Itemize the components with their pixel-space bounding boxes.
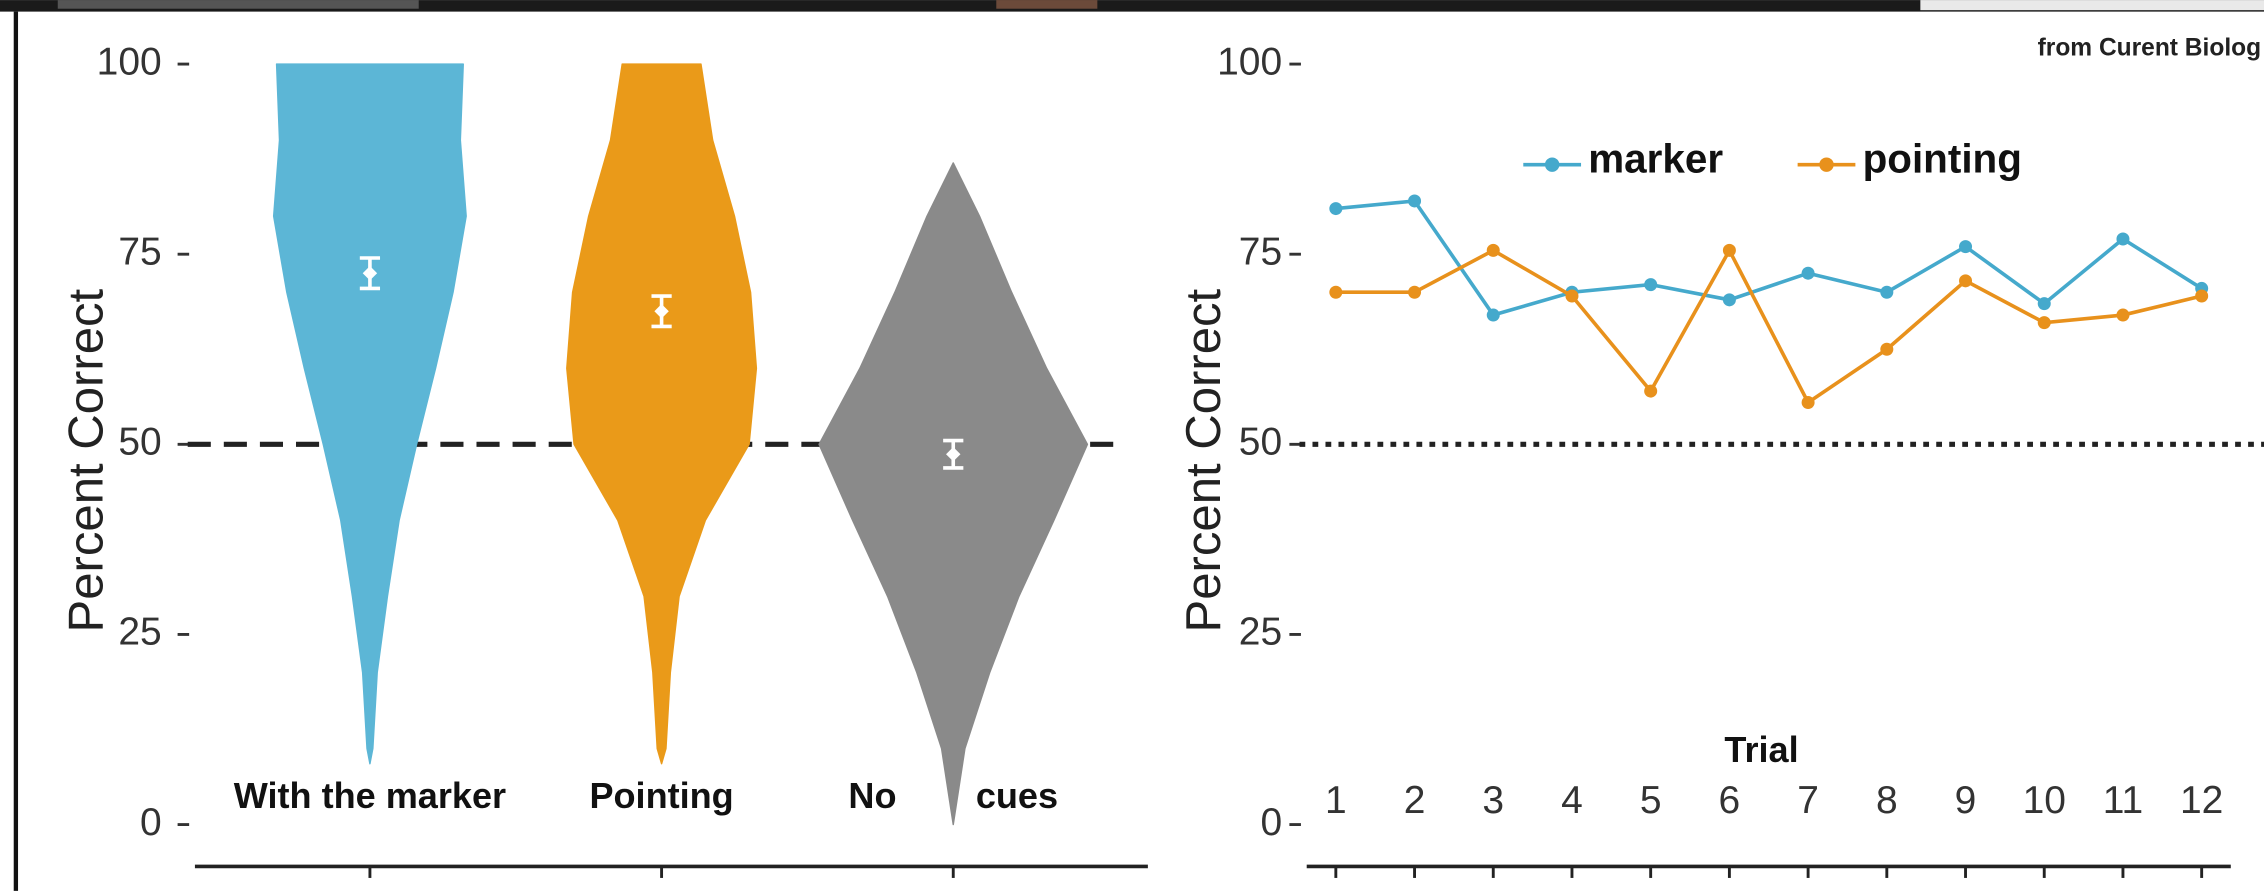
series-point bbox=[2038, 316, 2051, 329]
y-tick-label: 75 bbox=[1239, 230, 1282, 273]
y-tick-label: 75 bbox=[118, 230, 161, 273]
y-axis-title: Percent Correct bbox=[59, 288, 113, 632]
x-category-label: No cues bbox=[848, 775, 1058, 816]
series-point bbox=[1565, 290, 1578, 303]
series-point bbox=[2195, 290, 2208, 303]
x-tick-label: 4 bbox=[1561, 779, 1583, 822]
series-point bbox=[1329, 202, 1342, 215]
y-tick-label: 100 bbox=[1217, 40, 1282, 83]
x-tick-label: 11 bbox=[2103, 779, 2143, 822]
x-tick-label: 12 bbox=[2180, 779, 2223, 822]
series-point bbox=[2116, 232, 2129, 245]
top-strip-thumb bbox=[58, 0, 419, 9]
series-point bbox=[2116, 309, 2129, 322]
y-tick-label: 25 bbox=[118, 611, 161, 654]
x-tick-label: 8 bbox=[1876, 779, 1898, 822]
x-tick-label: 5 bbox=[1640, 779, 1662, 822]
series-point bbox=[1880, 286, 1893, 299]
x-tick-label: 2 bbox=[1404, 779, 1426, 822]
x-tick-label: 1 bbox=[1325, 779, 1347, 822]
x-category-label: With the marker bbox=[234, 775, 506, 816]
y-axis-title: Percent Correct bbox=[1177, 288, 1231, 632]
legend-symbol-point bbox=[1819, 157, 1833, 171]
y-tick-label: 100 bbox=[97, 40, 162, 83]
x-tick-label: 7 bbox=[1797, 779, 1819, 822]
screenshot: 0255075100Percent CorrectWith the marker… bbox=[0, 0, 2264, 891]
series-point bbox=[1408, 286, 1421, 299]
x-tick-label: 10 bbox=[2023, 779, 2066, 822]
series-point bbox=[2038, 297, 2051, 310]
series-point bbox=[1723, 244, 1736, 257]
series-point bbox=[1644, 278, 1657, 291]
x-tick-label: 9 bbox=[1955, 779, 1977, 822]
top-strip-thumb bbox=[1920, 0, 2264, 10]
series-point bbox=[1802, 396, 1815, 409]
legend-symbol-point bbox=[1545, 157, 1559, 171]
series-point bbox=[1329, 286, 1342, 299]
series-point bbox=[1487, 309, 1500, 322]
y-tick-label: 25 bbox=[1239, 611, 1282, 654]
series-point bbox=[1723, 293, 1736, 306]
x-axis-title: Trial bbox=[1724, 729, 1798, 770]
series-point bbox=[1487, 244, 1500, 257]
series-point bbox=[1959, 240, 1972, 253]
legend-label: pointing bbox=[1863, 135, 2022, 181]
series-point bbox=[1644, 385, 1657, 398]
x-tick-label: 3 bbox=[1482, 779, 1504, 822]
y-tick-label: 0 bbox=[1260, 801, 1282, 844]
x-category-label: Pointing bbox=[589, 775, 733, 816]
annotation: from Curent Biolog bbox=[2038, 35, 2262, 62]
y-tick-label: 50 bbox=[118, 421, 161, 464]
y-tick-label: 0 bbox=[140, 801, 162, 844]
series-point bbox=[1408, 194, 1421, 207]
series-point bbox=[1880, 343, 1893, 356]
x-tick-label: 6 bbox=[1719, 779, 1741, 822]
series-point bbox=[1959, 274, 1972, 287]
y-tick-label: 50 bbox=[1239, 421, 1282, 464]
top-strip-thumb bbox=[996, 0, 1097, 9]
series-point bbox=[1802, 267, 1815, 280]
legend-label: marker bbox=[1588, 135, 1723, 181]
